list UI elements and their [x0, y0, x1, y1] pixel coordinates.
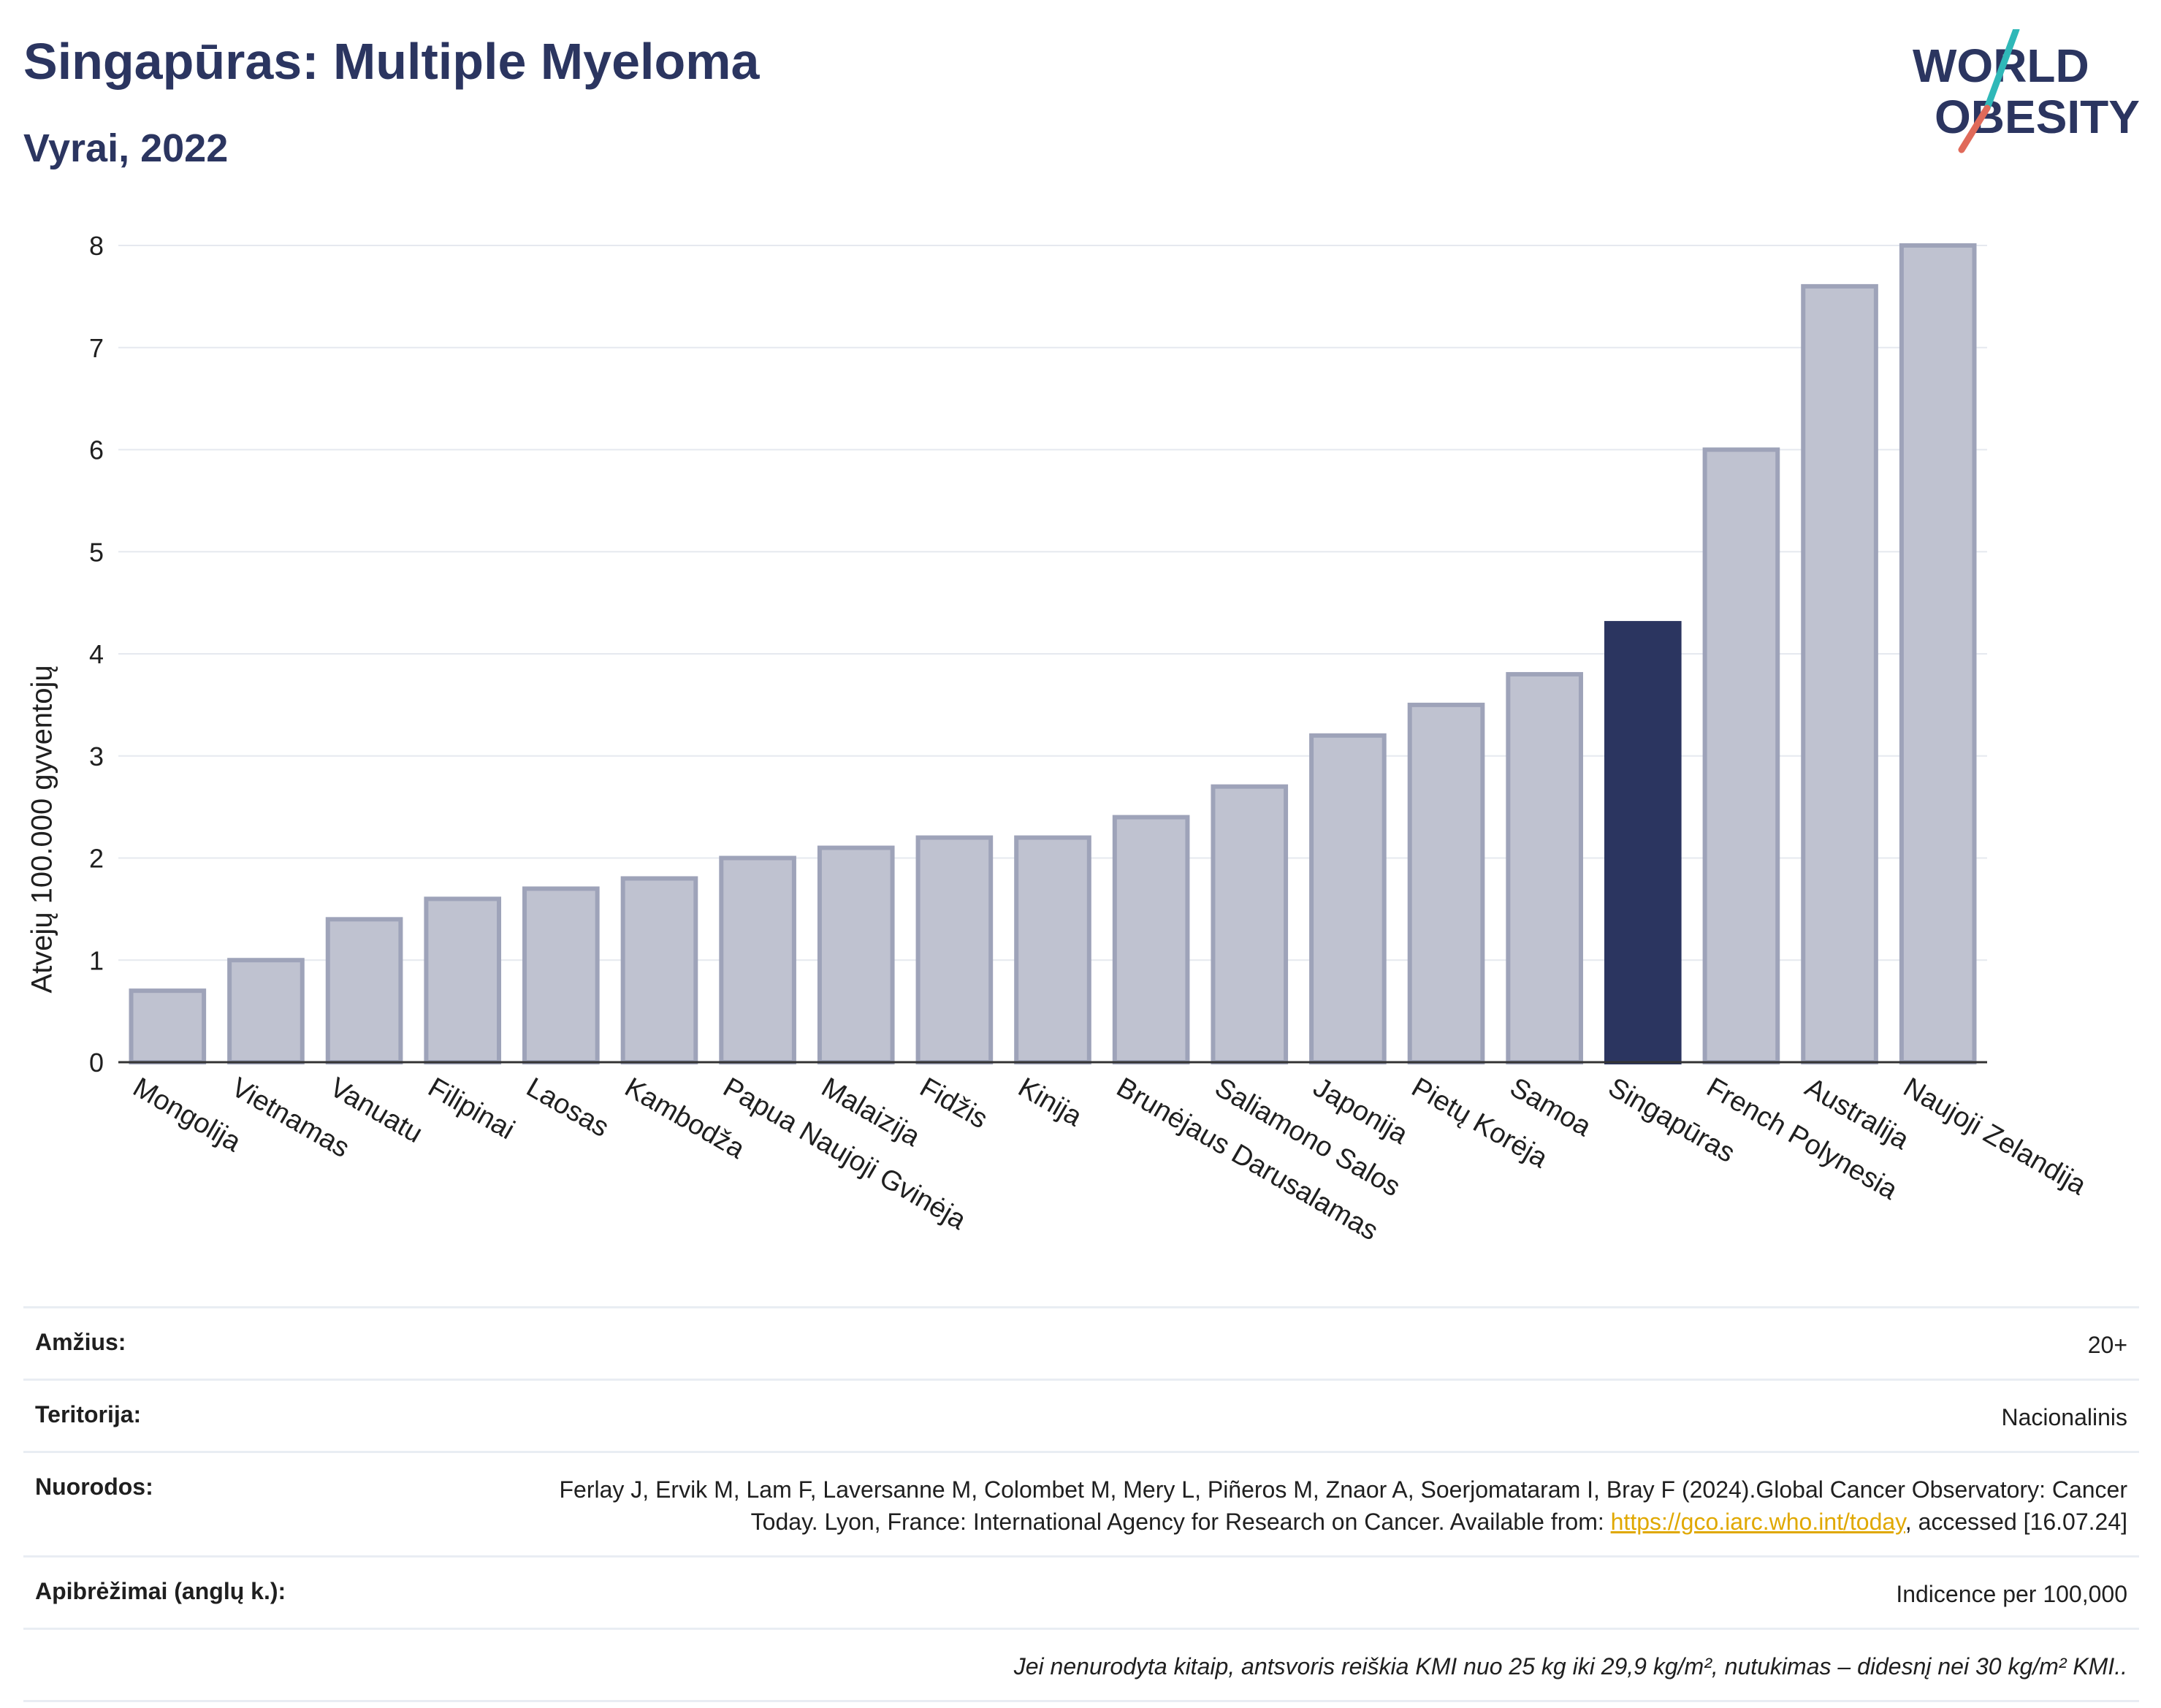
age-label: Amžius:	[35, 1329, 126, 1355]
x-tick-label: Mongolija	[128, 1072, 247, 1158]
bar	[1801, 283, 1878, 1064]
x-tick-label: Naujoji Zelandija	[1898, 1072, 2092, 1201]
chart-subtitle: Vyrai, 2022	[23, 126, 229, 170]
bar	[620, 876, 698, 1065]
age-value: 20+	[2087, 1332, 2127, 1358]
bar	[1112, 815, 1190, 1064]
references-suffix: , accessed [16.07.24]	[1905, 1509, 2127, 1535]
bar	[1014, 835, 1091, 1064]
info-row-age: Amžius: 20+	[23, 1306, 2139, 1379]
y-tick-label: 6	[89, 435, 104, 465]
x-tick-label: Kinija	[1013, 1072, 1088, 1132]
definitions-label: Apibrėžimai (anglų k.):	[35, 1578, 286, 1604]
bar	[1702, 447, 1780, 1064]
references-label: Nuorodos:	[35, 1473, 153, 1500]
logo-line2: OBESITY	[1935, 91, 2140, 143]
y-axis-label: Atvejų 100.000 gyventojų	[26, 665, 58, 994]
info-row-territory: Teritorija: Nacionalinis	[23, 1379, 2139, 1451]
y-tick-label: 7	[89, 333, 104, 363]
territory-label: Teritorija:	[35, 1401, 142, 1427]
bar	[1899, 243, 1977, 1064]
bar	[424, 896, 502, 1065]
bar	[915, 835, 994, 1064]
y-tick-label: 3	[89, 741, 104, 771]
y-tick-label: 2	[89, 844, 104, 874]
info-table: Amžius: 20+ Teritorija: Nacionalinis Nuo…	[23, 1306, 2139, 1702]
definitions-value: Indicence per 100,000	[1896, 1581, 2127, 1607]
bar	[1604, 621, 1682, 1064]
bar	[522, 886, 600, 1064]
bar	[1211, 784, 1289, 1064]
info-row-references: Nuorodos: Ferlay J, Ervik M, Lam F, Lave…	[23, 1451, 2139, 1555]
bar	[719, 855, 796, 1064]
x-tick-label: Filipinai	[423, 1072, 520, 1145]
bar	[1407, 702, 1485, 1064]
y-tick-label: 1	[89, 945, 104, 975]
bar	[817, 845, 895, 1065]
y-tick-label: 0	[89, 1048, 104, 1078]
bar	[129, 988, 207, 1065]
info-row-note: Jei nenurodyta kitaip, antsvoris reiškia…	[23, 1628, 2139, 1702]
references-value: Ferlay J, Ervik M, Lam F, Laversanne M, …	[557, 1473, 2127, 1538]
x-tick-label: Laosas	[521, 1072, 614, 1143]
footnote: Jei nenurodyta kitaip, antsvoris reiškia…	[1013, 1653, 2127, 1680]
territory-value: Nacionalinis	[2001, 1404, 2127, 1430]
references-link[interactable]: https://gco.iarc.who.int/today	[1610, 1509, 1905, 1535]
bar-chart: 012345678MongolijaVietnamasVanuatuFilipi…	[89, 231, 2092, 1247]
chart-title: Singapūras: Multiple Myeloma	[23, 33, 760, 90]
y-tick-label: 5	[89, 537, 104, 567]
bar	[325, 917, 403, 1064]
world-obesity-logo: WORLD OBESITY	[1913, 29, 2140, 153]
bar	[1309, 733, 1387, 1064]
x-tick-label: Fidžis	[915, 1072, 993, 1135]
bar	[1506, 671, 1583, 1064]
info-row-definitions: Apibrėžimai (anglų k.): Indicence per 10…	[23, 1555, 2139, 1628]
logo-slash-red	[1958, 104, 1991, 153]
references-text: Ferlay J, Ervik M, Lam F, Laversanne M, …	[559, 1476, 2127, 1535]
y-tick-label: 4	[89, 639, 104, 669]
bar	[227, 958, 305, 1064]
y-tick-label: 8	[89, 231, 104, 261]
logo-slash-teal	[1983, 29, 2020, 112]
